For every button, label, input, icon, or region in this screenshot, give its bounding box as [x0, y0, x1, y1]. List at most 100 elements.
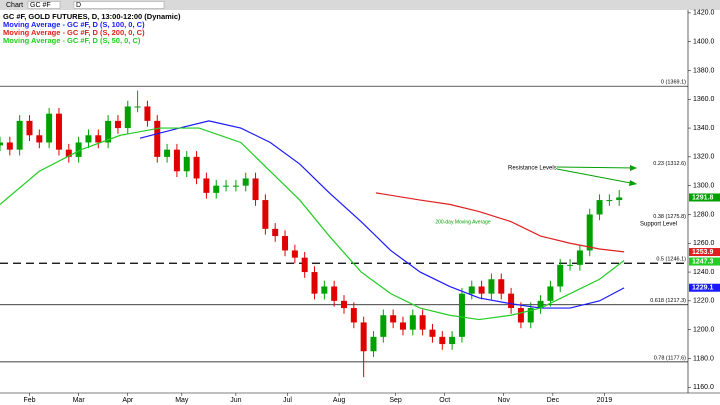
fib-label: 0.5 (1246.1): [656, 257, 686, 263]
candle-body: [154, 120, 161, 157]
price-badge-label: 1247.3: [692, 258, 714, 265]
x-tick-label: May: [175, 397, 189, 404]
candle-body: [85, 135, 92, 143]
candle-body: [488, 279, 495, 294]
annotation: Support Level: [640, 222, 677, 228]
toolbar-chart[interactable]: Chart: [6, 2, 23, 9]
candle-body: [567, 264, 574, 266]
x-tick-label: Dec: [547, 397, 560, 404]
candle-body: [419, 315, 426, 330]
candle-body: [105, 120, 112, 143]
legend-entry: Moving Average - GC #F, D (S, 200, 0, C): [3, 28, 145, 37]
candle-body: [114, 120, 121, 129]
price-badge: [689, 283, 720, 292]
candle-body: [350, 308, 357, 323]
legend-entry: Moving Average - GC #F, D (S, 100, 0, C): [3, 20, 145, 29]
candle-body: [439, 336, 446, 345]
x-tick-label: Jun: [230, 397, 241, 404]
y-tick-label: 1180.0: [693, 355, 714, 362]
arrow-head: [629, 180, 637, 186]
candle-body: [223, 185, 230, 187]
candle-body: [262, 200, 269, 229]
y-tick-label: 1400.0: [693, 39, 715, 46]
candle-body: [213, 185, 220, 193]
candle-body: [390, 315, 397, 323]
candle-body: [26, 120, 33, 136]
price-badge: [689, 248, 720, 257]
candle-body: [183, 156, 190, 172]
candle-body: [291, 250, 298, 258]
candle-body: [124, 106, 131, 129]
candle-body: [16, 120, 23, 150]
moving-average: [139, 120, 625, 309]
candle-body: [242, 178, 249, 186]
x-tick-label: Nov: [497, 397, 510, 404]
candle-body: [557, 264, 564, 287]
candle-body: [468, 286, 475, 294]
candle-body: [272, 228, 279, 237]
price-badge: [689, 257, 720, 266]
y-tick-label: 1260.0: [693, 240, 715, 247]
y-tick-label: 1300.0: [693, 183, 715, 190]
candle-body: [95, 135, 102, 143]
candle-body: [576, 250, 583, 265]
candle-body: [498, 279, 505, 294]
candle-body: [478, 286, 485, 294]
candle-body: [360, 322, 367, 352]
interval-box[interactable]: [73, 1, 165, 9]
toolbar: [0, 0, 720, 10]
candle-body: [616, 197, 623, 201]
candle-body: [65, 149, 72, 157]
y-tick-label: 1240.0: [693, 269, 715, 276]
moving-average: [0, 127, 625, 321]
annotation: 200-day Moving Average: [435, 219, 490, 225]
x-tick-label: Feb: [23, 397, 35, 404]
candle-body: [596, 200, 603, 215]
candle-body: [321, 286, 328, 294]
candle-body: [409, 315, 416, 330]
candle-body: [380, 315, 387, 337]
symbol-box[interactable]: [27, 1, 61, 9]
candle-body: [527, 308, 534, 323]
x-tick-label: Mar: [73, 397, 86, 404]
candle-body: [55, 113, 62, 150]
moving-average: [375, 192, 625, 253]
toolbar-symbol[interactable]: GC #F: [30, 2, 51, 9]
candle-body: [458, 293, 465, 337]
price-badge: [689, 193, 720, 202]
arrow: [556, 168, 637, 185]
candle-body: [517, 308, 524, 323]
candle-body: [134, 106, 141, 108]
y-tick-label: 1360.0: [693, 96, 715, 103]
fib-label: 0 (1369.1): [661, 80, 686, 86]
y-tick-label: 1340.0: [693, 125, 715, 132]
candle-body: [341, 300, 347, 309]
y-tick-label: 1280.0: [693, 211, 715, 218]
price-badge-label: 1229.1: [692, 285, 714, 292]
candle-body: [193, 156, 200, 179]
candle-body: [0, 142, 3, 146]
candle-body: [173, 149, 180, 172]
candle-body: [203, 178, 210, 193]
x-tick-label: Jul: [283, 397, 292, 404]
toolbar-interval[interactable]: D: [76, 2, 81, 9]
y-tick-label: 1320.0: [693, 154, 715, 161]
legend-main: GC #F, GOLD FUTURES, D, 13:00-12:00 (Dyn…: [3, 12, 181, 21]
candle-body: [232, 185, 239, 187]
fib-label: 0.78 (1177.6): [654, 355, 686, 361]
candle-body: [252, 178, 259, 201]
x-tick-label: Sep: [389, 397, 402, 404]
y-tick-label: 1160.0: [693, 384, 714, 391]
x-tick-label: Aug: [333, 397, 346, 404]
candle-body: [399, 322, 406, 330]
candle-body: [508, 293, 515, 309]
candle-body: [6, 142, 13, 150]
candle-body: [311, 272, 318, 294]
x-tick-label: Oct: [439, 397, 450, 404]
candle-body: [331, 286, 338, 301]
candle-body: [301, 257, 308, 273]
fib-label: 0.618 (1217.3): [650, 298, 686, 304]
candle-body: [36, 135, 43, 143]
